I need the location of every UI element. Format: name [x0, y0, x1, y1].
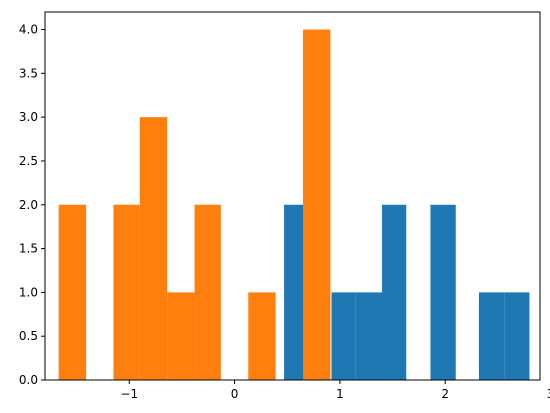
bar-series-0-1 [331, 292, 356, 380]
bar-series-1-2 [139, 117, 168, 381]
bar-series-0-3 [382, 204, 407, 380]
bar-series-1-5 [248, 292, 276, 380]
bar-series-0-6 [504, 292, 530, 380]
bar-series-0-2 [355, 292, 383, 380]
ticks-layer: −1 0 1 2 3 0.0 0.5 1.0 1.5 2.0 2.5 3.0 3.5 4.0 [19, 23, 550, 401]
bar-series-0-4 [430, 204, 456, 380]
y-tick-label: 4.0 [19, 23, 38, 37]
y-tick-label: 0.5 [19, 329, 38, 343]
x-tick-label: 1 [336, 387, 344, 401]
bar-series-1-4 [194, 204, 221, 380]
bar-series-1-3 [167, 292, 195, 380]
bar-series-1-0 [58, 204, 87, 380]
bars-layer [58, 29, 530, 381]
y-tick-label: 3.0 [19, 110, 38, 124]
bar-series-1-6 [303, 29, 331, 381]
x-tick-label: 2 [441, 387, 449, 401]
y-tick-label: 1.5 [19, 242, 38, 256]
y-tick-label: 0.0 [19, 373, 38, 387]
plot-frame [44, 11, 541, 381]
y-tick-label: 3.5 [19, 66, 38, 80]
bar-series-1-1 [113, 204, 140, 380]
y-tick-label: 2.5 [19, 154, 38, 168]
y-tick-label: 2.0 [19, 198, 38, 212]
bar-series-0-0 [284, 204, 305, 380]
x-tick-label: 0 [231, 387, 239, 401]
x-tick-label: 3 [547, 387, 550, 401]
bar-series-0-5 [478, 292, 505, 380]
x-tick-label: −1 [120, 387, 138, 401]
y-tick-label: 1.0 [19, 285, 38, 299]
